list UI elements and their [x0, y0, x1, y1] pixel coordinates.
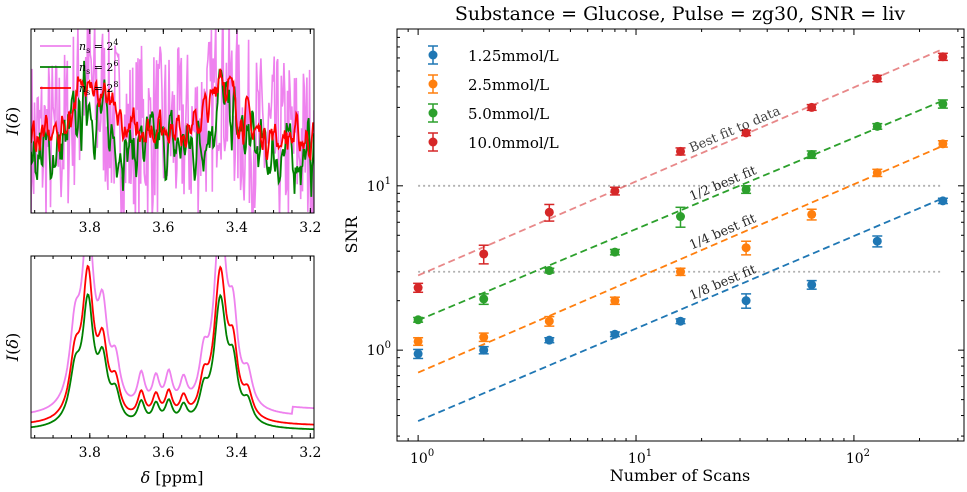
- fit-annotation: Best fit to data: [687, 104, 783, 156]
- fit-line: [417, 48, 944, 277]
- tick-label: 101: [628, 448, 652, 467]
- data-point: [937, 196, 948, 206]
- data-point: [609, 247, 620, 257]
- data-point: [806, 150, 817, 160]
- x-tick-label: 3.4: [226, 445, 248, 461]
- legend-entry: 2.5mmol/L: [428, 74, 549, 94]
- y-axis-label-bottom: I(δ): [3, 333, 22, 362]
- spectrum-panel-bottom: 3.8 3.6 3.4 3.2 I(δ) δ [ppm]: [3, 255, 321, 487]
- x-tick-label: 3.6: [152, 445, 174, 461]
- data-point: [741, 184, 752, 195]
- data-point: [544, 315, 555, 327]
- x-axis-label: Number of Scans: [610, 466, 751, 485]
- x-tick-label: 3.6: [152, 220, 174, 236]
- tick-label: 100: [367, 340, 391, 359]
- data-point: [413, 348, 424, 360]
- x-tick-label: 3.8: [79, 220, 101, 236]
- tick-label: 100: [410, 448, 434, 467]
- data-point: [741, 293, 752, 309]
- reference-lines: [418, 184, 943, 273]
- legend-label: 5.0mmol/L: [468, 105, 549, 123]
- spectrum-line-ns6: [31, 293, 314, 431]
- data-point: [806, 279, 817, 290]
- data-point: [544, 266, 555, 276]
- legend-label: 1.25mmol/L: [468, 47, 559, 65]
- spectrum-line-ns4: [31, 256, 314, 415]
- legend-spectra: ns = 24 ns = 26 ns = 28: [40, 38, 119, 97]
- data-point: [478, 345, 489, 355]
- axis-ticks-right: 100 101 102 100 101: [367, 29, 964, 467]
- legend-label-ns6: ns = 26: [79, 59, 119, 76]
- data-point: [872, 168, 883, 178]
- data-point: [478, 244, 489, 265]
- tick-label: 102: [846, 448, 870, 467]
- data-point: [544, 335, 555, 345]
- x-tick-label: 3.8: [79, 445, 101, 461]
- data-point: [413, 336, 424, 347]
- data-point: [741, 240, 752, 256]
- data-point: [872, 121, 883, 131]
- data-point: [413, 282, 424, 294]
- snr-panel: Substance = Glucose, Pulse = zg30, SNR =…: [342, 3, 965, 485]
- data-point: [544, 203, 555, 222]
- y-axis-label: SNR: [342, 216, 361, 254]
- legend-label-ns4: ns = 24: [79, 38, 119, 55]
- data-point: [675, 206, 686, 228]
- data-point: [609, 296, 620, 306]
- legend-concentrations: 1.25mmol/L 2.5mmol/L 5.0mmol/L 10.0mmol/L: [428, 45, 559, 152]
- axes-frame-bottom: [30, 255, 315, 439]
- data-point: [478, 332, 489, 343]
- data-point: [872, 73, 883, 83]
- data-points: [413, 52, 948, 360]
- spectrum-line-ns8: [31, 68, 314, 162]
- data-point: [478, 293, 489, 306]
- data-point: [937, 52, 948, 62]
- tick-label: 101: [367, 176, 391, 195]
- data-point: [675, 316, 686, 326]
- data-point: [741, 128, 752, 138]
- x-ticks-bottom: 3.8 3.6 3.4 3.2: [34, 256, 321, 461]
- fit-line: [417, 145, 944, 374]
- data-point: [413, 315, 424, 325]
- data-point: [806, 208, 817, 221]
- axes-frame-top: [30, 28, 315, 214]
- data-point: [937, 99, 948, 109]
- spectrum-panel-top: 3.8 3.6 3.4 3.2 I(δ) ns = 24 ns = 26 ns = 2…: [3, 28, 321, 236]
- fit-line: [417, 99, 944, 322]
- x-tick-label: 3.2: [299, 445, 321, 461]
- data-point: [937, 139, 948, 149]
- legend-label-ns8: ns = 28: [79, 80, 119, 97]
- fit-lines: [417, 48, 944, 422]
- spectrum-line-ns4: [31, 29, 314, 213]
- fit-line: [417, 197, 944, 422]
- legend-label: 10.0mmol/L: [468, 134, 559, 152]
- y-axis-label-top: I(δ): [3, 107, 22, 136]
- legend-label: 2.5mmol/L: [468, 76, 549, 94]
- data-point: [675, 146, 686, 156]
- spectrum-line-ns8: [31, 264, 314, 426]
- data-point: [872, 235, 883, 248]
- legend-entry: 10.0mmol/L: [428, 132, 559, 152]
- x-tick-label: 3.2: [299, 220, 321, 236]
- data-point: [609, 186, 620, 196]
- x-ticks-top: 3.8 3.6 3.4 3.2: [34, 29, 321, 236]
- fit-annotation: 1/2 best fit: [687, 163, 759, 205]
- chart-title: Substance = Glucose, Pulse = zg30, SNR =…: [455, 3, 906, 25]
- x-axis-label-bottom: δ [ppm]: [141, 468, 204, 487]
- x-tick-label: 3.4: [226, 220, 248, 236]
- data-point: [806, 102, 817, 112]
- data-point: [609, 329, 620, 339]
- data-point: [675, 267, 686, 277]
- legend-entry: 5.0mmol/L: [428, 103, 549, 123]
- legend-entry: 1.25mmol/L: [428, 45, 559, 65]
